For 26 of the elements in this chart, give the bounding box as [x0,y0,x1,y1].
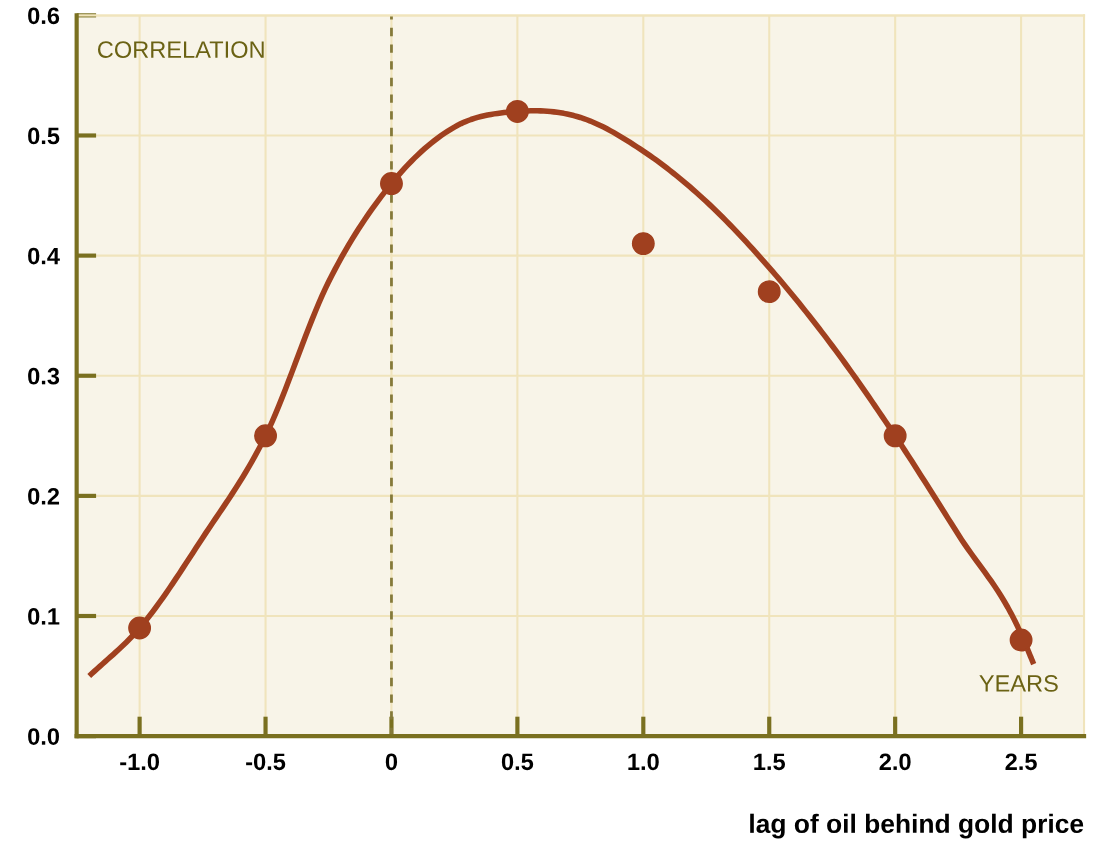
x-tick-label: 0 [385,753,398,771]
point [883,424,907,448]
x-tick-label: 2.0 [879,753,911,771]
point [505,100,529,123]
point [128,616,152,640]
x-tick-label: 2.5 [1005,753,1037,771]
annotation: CORRELATION [98,41,264,58]
y-tick-label: 0.5 [28,127,60,145]
y-tick-label: 0.1 [28,608,60,625]
x-tick-label: -1.0 [120,753,159,771]
x-tick-label: 0.5 [501,753,534,771]
point [631,232,655,256]
y-tick-label: 0.2 [28,487,60,505]
point [1009,628,1033,652]
x-tick-label: -0.5 [246,753,286,771]
x-axis-title: lag of oil behind gold price [750,813,1084,839]
y-tick-label: 0.0 [28,728,60,745]
y-tick-label: 0.3 [28,367,60,385]
y-tick-label: 0.6 [28,7,60,25]
point [757,280,781,304]
y-tick-label: 0.4 [28,247,60,265]
x-tick-label: 1.0 [628,753,659,771]
point [380,172,403,195]
annotation: YEARS [979,675,1058,692]
x-tick-label: 1.5 [754,753,785,771]
point [254,424,277,448]
